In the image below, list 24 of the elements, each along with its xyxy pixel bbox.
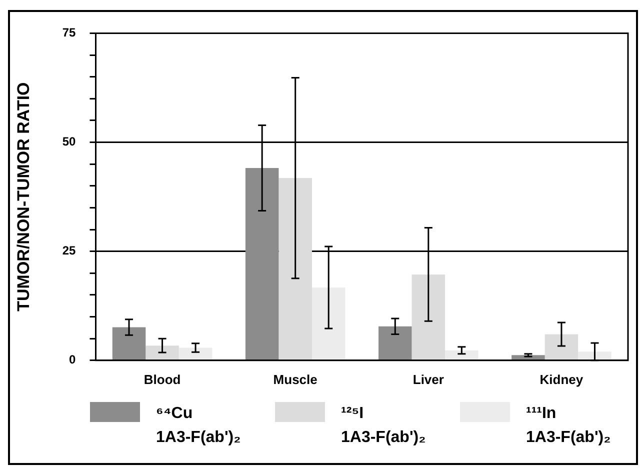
bar: [412, 274, 446, 360]
y-tick-label: 25: [62, 244, 76, 258]
x-tick-label: Kidney: [540, 372, 584, 387]
y-tick-label: 0: [69, 352, 76, 367]
bar: [512, 355, 545, 360]
legend-label: ¹²⁵I 1A3-F(ab')₂: [341, 404, 427, 448]
x-tick-label: Liver: [412, 372, 444, 387]
y-axis-title: TUMOR/NON-TUMOR RATIO: [14, 82, 33, 312]
bar: [378, 326, 412, 360]
bar: [146, 346, 179, 360]
bar: [578, 352, 612, 360]
legend-label: ¹¹¹In 1A3-F(ab')₂: [526, 404, 612, 448]
x-tick-label: Blood: [144, 372, 181, 387]
bar: [278, 178, 312, 360]
bar: [544, 334, 578, 360]
x-tick-label: Muscle: [273, 372, 318, 387]
bar: [445, 350, 478, 360]
bar: [112, 327, 146, 360]
bar: [178, 348, 212, 360]
y-tick-label: 50: [62, 134, 76, 149]
bar: [312, 288, 346, 360]
bar: [245, 168, 279, 360]
legend-label: ⁶⁴Cu 1A3-F(ab')₂: [156, 404, 242, 448]
y-tick-label: 75: [62, 26, 76, 40]
